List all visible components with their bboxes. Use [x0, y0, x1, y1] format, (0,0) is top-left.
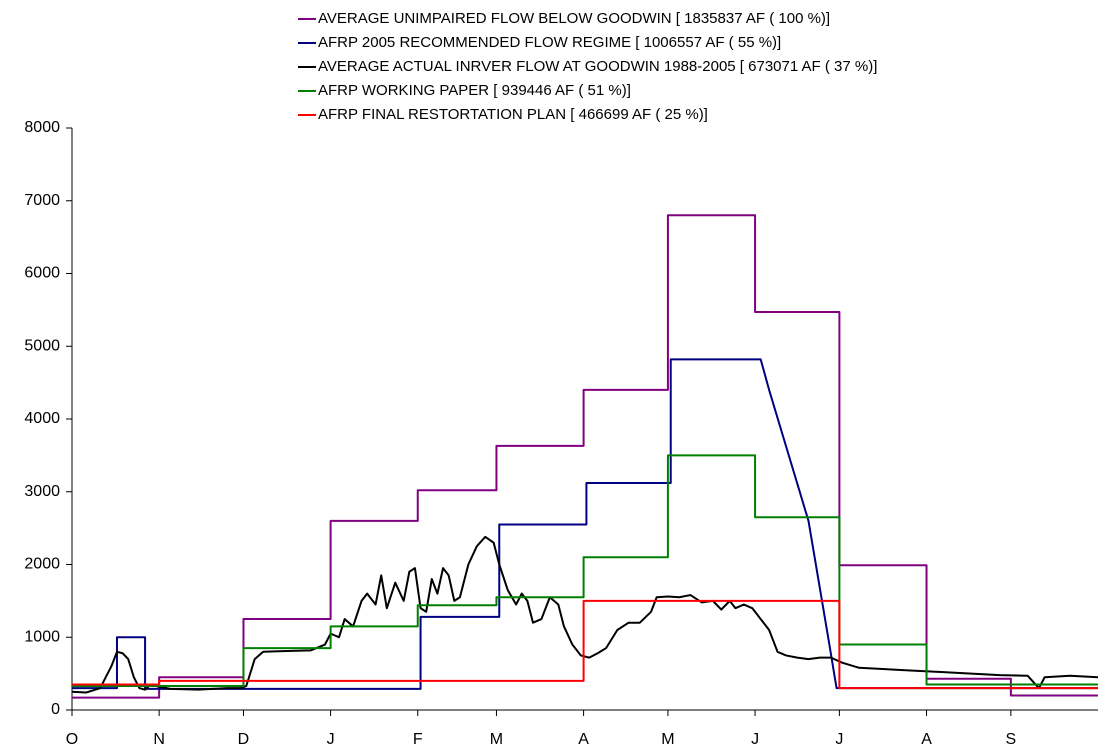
y-tick-label: 2000: [24, 556, 60, 573]
legend-label: AFRP FINAL RESTORTATION PLAN [ 466699 AF…: [318, 106, 708, 123]
legend: AVERAGE UNIMPAIRED FLOW BELOW GOODWIN [ …: [298, 10, 877, 123]
legend-label: AFRP WORKING PAPER [ 939446 AF ( 51 %)]: [318, 82, 631, 99]
legend-label: AVERAGE ACTUAL INRVER FLOW AT GOODWIN 19…: [318, 58, 877, 75]
x-tick-label: J: [835, 731, 843, 748]
series-line: [72, 599, 1098, 690]
y-tick-label: 5000: [24, 337, 60, 354]
x-tick-label: M: [661, 731, 674, 748]
series-line: [72, 358, 1098, 690]
series-line: [71, 535, 1099, 694]
y-tick-label: 0: [51, 701, 60, 718]
x-tick-label: F: [413, 731, 423, 748]
x-tick-label: O: [66, 731, 78, 748]
y-tick-label: 3000: [24, 483, 60, 500]
legend-label: AFRP 2005 RECOMMENDED FLOW REGIME [ 1006…: [318, 34, 781, 51]
y-tick-label: 1000: [24, 628, 60, 645]
legend-label: AVERAGE UNIMPAIRED FLOW BELOW GOODWIN [ …: [318, 10, 830, 27]
y-tick-label: 6000: [24, 265, 60, 282]
series-line: [72, 454, 1098, 687]
y-tick-label: 7000: [24, 192, 60, 209]
x-tick-label: A: [921, 731, 932, 748]
y-tick-label: 4000: [24, 410, 60, 427]
x-tick-label: M: [490, 731, 503, 748]
x-tick-label: D: [238, 731, 250, 748]
x-tick-label: J: [327, 731, 335, 748]
x-tick-label: A: [578, 731, 589, 748]
x-tick-label: S: [1006, 731, 1017, 748]
x-tick-label: N: [153, 731, 165, 748]
x-tick-label: J: [751, 731, 759, 748]
series-line: [72, 214, 1098, 699]
y-tick-label: 8000: [24, 119, 60, 136]
